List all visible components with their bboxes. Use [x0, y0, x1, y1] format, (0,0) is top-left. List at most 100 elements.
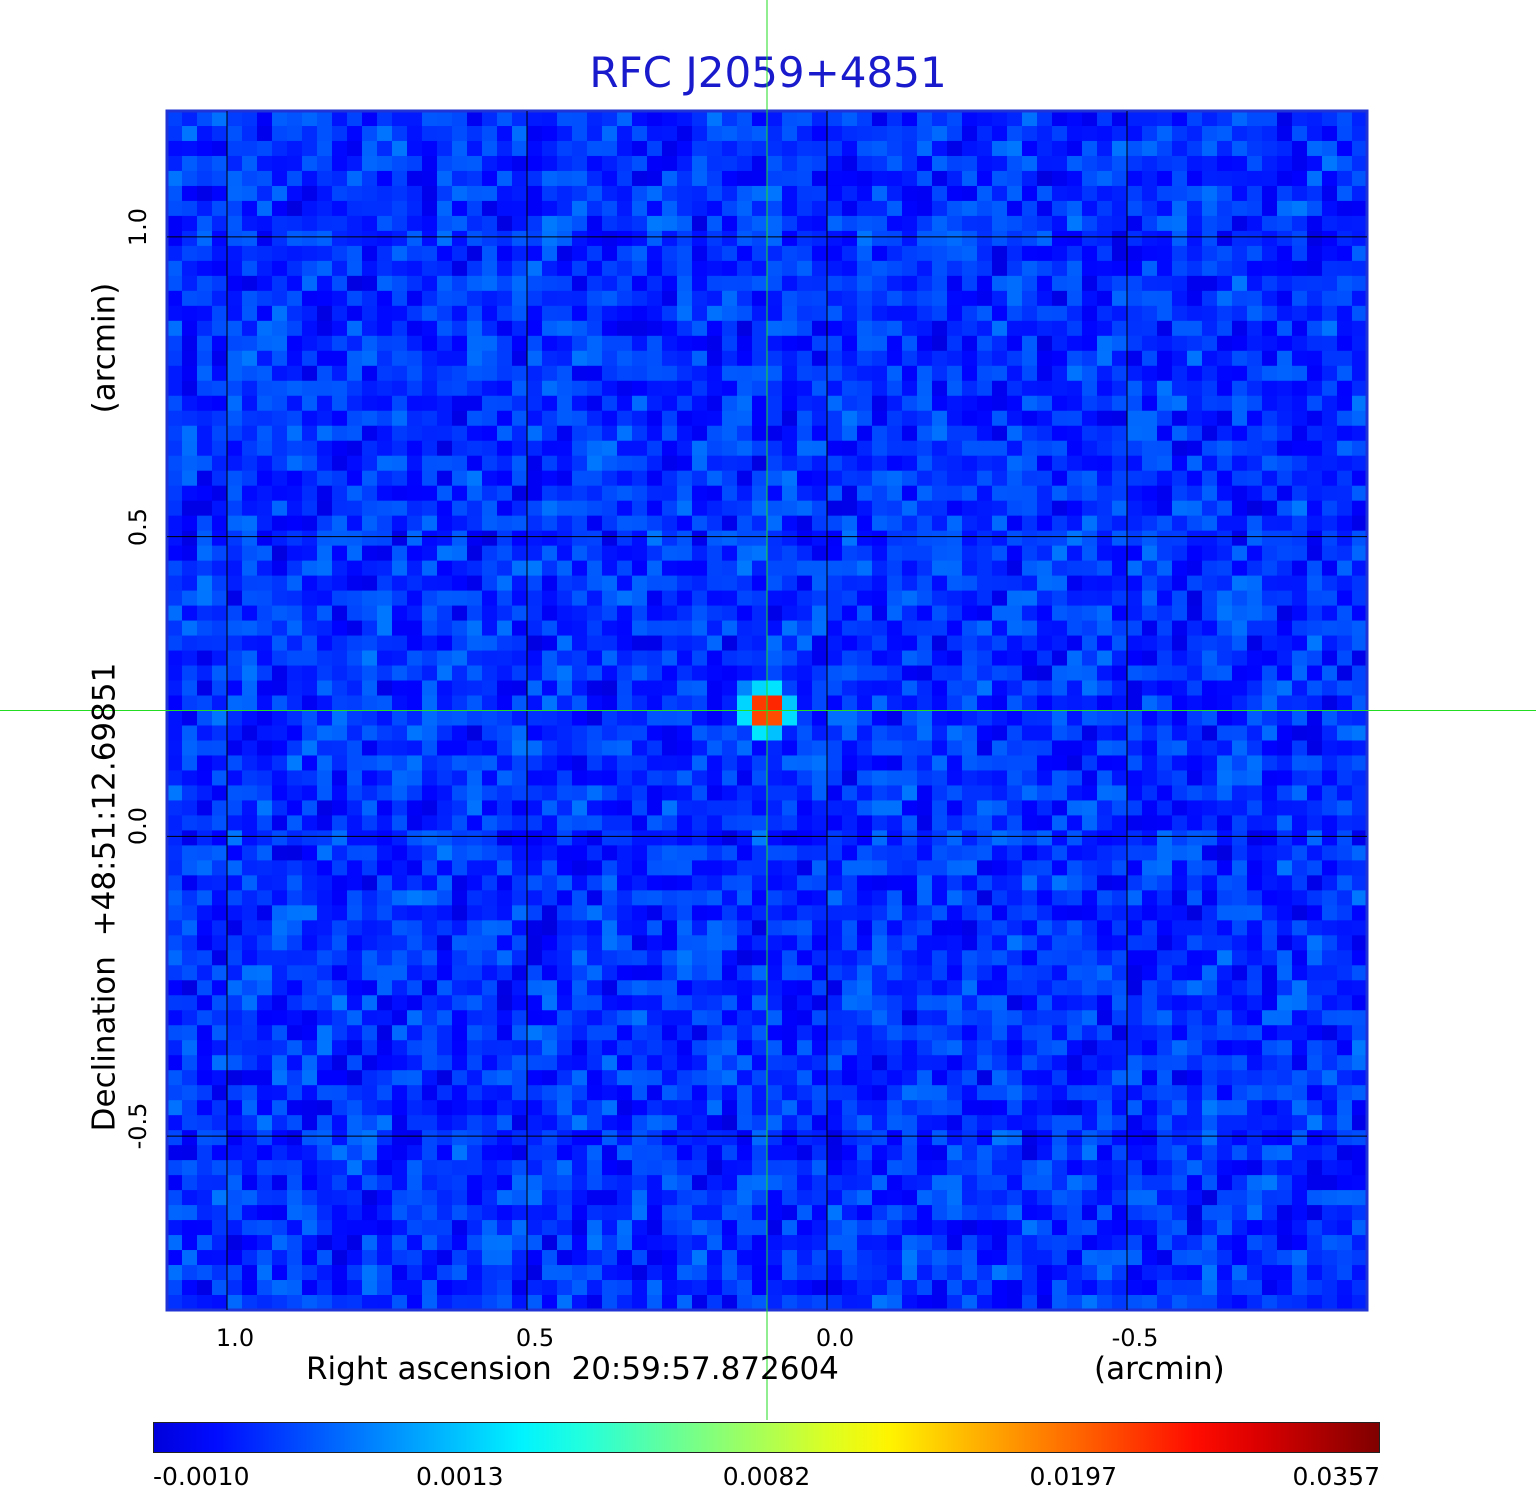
heatmap-pixel: [1007, 875, 1023, 891]
heatmap-pixel: [362, 560, 378, 577]
heatmap-pixel: [1157, 245, 1173, 262]
heatmap-pixel: [287, 935, 303, 951]
heatmap-pixel: [917, 1010, 933, 1026]
heatmap-pixel: [647, 875, 663, 891]
heatmap-pixel: [1307, 575, 1323, 591]
heatmap-pixel: [1202, 935, 1218, 951]
heatmap-pixel: [302, 260, 318, 277]
heatmap-pixel: [467, 920, 483, 936]
heatmap-pixel: [1142, 1010, 1158, 1026]
heatmap-pixel: [452, 740, 468, 756]
heatmap-pixel: [977, 560, 993, 577]
heatmap-pixel: [1232, 320, 1248, 337]
heatmap-pixel: [317, 185, 333, 202]
heatmap-pixel: [722, 770, 738, 786]
heatmap-pixel: [1187, 875, 1203, 891]
heatmap-pixel: [1262, 410, 1278, 427]
heatmap-pixel: [872, 710, 888, 726]
heatmap-pixel: [1262, 695, 1278, 711]
heatmap-pixel: [1172, 560, 1188, 577]
heatmap-pixel: [302, 665, 318, 681]
heatmap-pixel: [1112, 545, 1128, 562]
heatmap-pixel: [707, 440, 723, 457]
heatmap-pixel: [572, 845, 588, 861]
heatmap-pixel: [1097, 680, 1113, 696]
heatmap-pixel: [182, 380, 198, 397]
heatmap-pixel: [227, 800, 243, 816]
heatmap-pixel: [302, 425, 318, 442]
heatmap-pixel: [842, 725, 858, 741]
heatmap-pixel: [737, 905, 753, 921]
heatmap-pixel: [1322, 935, 1338, 951]
heatmap-pixel: [1307, 290, 1323, 307]
heatmap-pixel: [1232, 785, 1248, 801]
heatmap-pixel: [782, 365, 798, 382]
heatmap-pixel: [527, 875, 543, 891]
heatmap-pixel: [1052, 275, 1068, 292]
heatmap-pixel: [422, 380, 438, 397]
heatmap-pixel: [527, 845, 543, 861]
heatmap-pixel: [302, 590, 318, 606]
heatmap-pixel: [377, 695, 393, 711]
heatmap-pixel: [977, 275, 993, 292]
heatmap-pixel: [677, 155, 693, 172]
heatmap-pixel: [317, 800, 333, 816]
heatmap-pixel: [632, 965, 648, 981]
heatmap-pixel: [767, 560, 783, 577]
heatmap-pixel: [1097, 590, 1113, 606]
heatmap-pixel: [947, 680, 963, 696]
heatmap-pixel: [407, 890, 423, 906]
heatmap-pixel: [302, 515, 318, 532]
heatmap-pixel: [422, 500, 438, 517]
heatmap-pixel: [872, 575, 888, 591]
heatmap-pixel: [332, 425, 348, 442]
heatmap-pixel: [752, 111, 768, 127]
heatmap-pixel: [1307, 890, 1323, 906]
heatmap-pixel: [752, 185, 768, 202]
heatmap-pixel: [662, 680, 678, 696]
heatmap-pixel: [257, 710, 273, 726]
heatmap-pixel: [1172, 890, 1188, 906]
heatmap-pixel: [827, 920, 843, 936]
heatmap-pixel: [617, 440, 633, 457]
heatmap-pixel: [1262, 755, 1278, 771]
heatmap-pixel: [422, 215, 438, 232]
heatmap-pixel: [812, 740, 828, 756]
heatmap-pixel: [272, 740, 288, 756]
heatmap-pixel: [797, 455, 813, 472]
heatmap-pixel: [662, 530, 678, 547]
heatmap-pixel: [1217, 440, 1233, 457]
heatmap-pixel: [1202, 350, 1218, 367]
heatmap-pixel: [542, 740, 558, 756]
heatmap-pixel: [272, 170, 288, 187]
heatmap-pixel: [1202, 185, 1218, 202]
heatmap-pixel: [557, 890, 573, 906]
heatmap-pixel: [422, 425, 438, 442]
heatmap-pixel: [887, 620, 903, 636]
heatmap-pixel: [437, 800, 453, 816]
heatmap-pixel: [1322, 980, 1338, 996]
heatmap-pixel: [332, 575, 348, 591]
heatmap-pixel: [977, 665, 993, 681]
heatmap-pixel: [1037, 815, 1053, 831]
heatmap-pixel: [572, 875, 588, 891]
heatmap-pixel: [1142, 920, 1158, 936]
heatmap-pixel: [962, 560, 978, 577]
heatmap-pixel: [1172, 230, 1188, 247]
heatmap-pixel: [617, 125, 633, 142]
heatmap-pixel: [167, 935, 183, 951]
heatmap-pixel: [392, 335, 408, 352]
heatmap-pixel: [677, 275, 693, 292]
heatmap-pixel: [677, 950, 693, 966]
heatmap-pixel: [647, 425, 663, 442]
heatmap-pixel: [1337, 590, 1353, 606]
heatmap-pixel: [1187, 111, 1203, 127]
heatmap-pixel: [572, 290, 588, 307]
heatmap-pixel: [1127, 425, 1143, 442]
heatmap-pixel: [1277, 905, 1293, 921]
heatmap-pixel: [257, 815, 273, 831]
heatmap-pixel: [362, 455, 378, 472]
heatmap-pixel: [1127, 680, 1143, 696]
heatmap-pixel: [857, 965, 873, 981]
heatmap-pixel: [197, 620, 213, 636]
